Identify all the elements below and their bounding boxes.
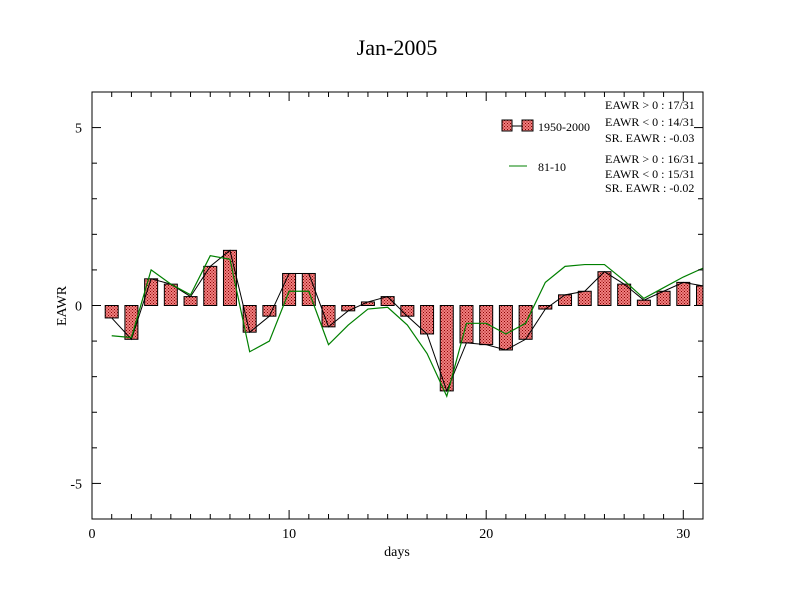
bar-day-30 xyxy=(676,281,691,306)
legend-label-81-10: 81-10 xyxy=(538,160,566,174)
stat-1-negative: EAWR < 0 : 14/31 xyxy=(605,115,695,129)
x-axis-ticks: 0 10 20 30 xyxy=(89,92,704,542)
series-line-81-10 xyxy=(111,255,704,398)
legend-bar-swatch-right xyxy=(521,119,534,132)
stat-2-sr: SR. EAWR : -0.02 xyxy=(605,181,694,195)
bar-day-20 xyxy=(479,305,494,346)
x-tick-label: 20 xyxy=(479,527,493,542)
bar-day-13 xyxy=(341,305,356,312)
series-line-1950-2000 xyxy=(111,249,704,393)
stat-2-positive: EAWR > 0 : 16/31 xyxy=(605,152,695,166)
stat-2-negative: EAWR < 0 : 15/31 xyxy=(605,167,695,181)
bar-day-11 xyxy=(301,272,316,307)
x-axis-label: days xyxy=(384,545,410,560)
bar-day-28 xyxy=(636,299,651,307)
chart-title: Jan-2005 xyxy=(357,35,438,60)
bar-day-5 xyxy=(183,296,198,306)
legend-label-1950-2000: 1950-2000 xyxy=(538,120,590,134)
bar-day-10 xyxy=(282,272,297,307)
bar-day-31 xyxy=(696,285,704,307)
x-tick-label: 0 xyxy=(89,527,96,542)
y-axis-label: EAWR xyxy=(55,285,70,326)
y-tick-label: 5 xyxy=(75,122,82,137)
bar-day-25 xyxy=(577,290,592,306)
line-series xyxy=(111,249,704,398)
y-axis-ticks: -5 0 5 xyxy=(70,91,703,520)
stat-1-positive: EAWR > 0 : 17/31 xyxy=(605,98,695,112)
stat-1-sr: SR. EAWR : -0.03 xyxy=(605,131,694,145)
bar-day-21 xyxy=(498,305,513,351)
legend: 1950-2000 81-10 xyxy=(501,119,590,174)
bar-day-1 xyxy=(104,305,119,319)
plot-area: 0 10 20 30 -5 0 5 xyxy=(70,91,704,542)
stats-annotations: EAWR > 0 : 17/31 EAWR < 0 : 14/31 SR. EA… xyxy=(605,98,695,195)
x-tick-label: 30 xyxy=(676,527,690,542)
y-tick-label: -5 xyxy=(70,477,82,492)
legend-bar-swatch-left xyxy=(501,119,513,132)
bar-day-24 xyxy=(558,294,573,307)
x-tick-label: 10 xyxy=(282,527,296,542)
bar-day-6 xyxy=(203,265,218,307)
y-tick-label: 0 xyxy=(75,300,82,315)
bar-day-16 xyxy=(400,305,415,317)
